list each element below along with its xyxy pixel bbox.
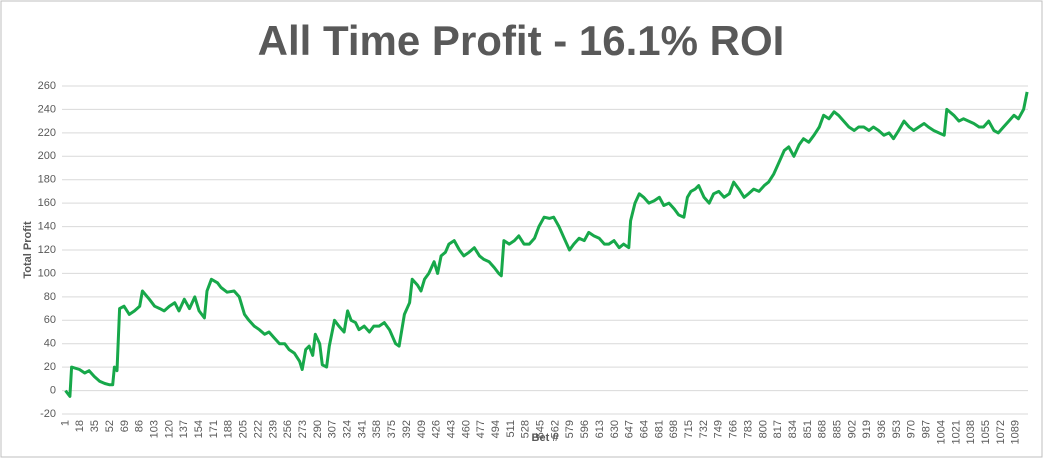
x-tick-label: 579	[564, 420, 576, 438]
x-tick-label: 970	[906, 420, 918, 438]
x-tick-label: 205	[238, 420, 250, 438]
x-tick-label: 1089	[1010, 420, 1022, 444]
x-tick-label: 545	[535, 420, 547, 438]
x-tick-label: 358	[371, 420, 383, 438]
x-tick-label: 52	[104, 420, 116, 432]
y-tick-label: 220	[38, 127, 56, 139]
x-tick-label: 409	[416, 420, 428, 438]
x-tick-label: 290	[312, 420, 324, 438]
x-tick-label: 953	[891, 420, 903, 438]
y-tick-label: 60	[44, 314, 56, 326]
x-tick-label: 120	[163, 420, 175, 438]
x-tick-label: 171	[208, 420, 220, 438]
x-tick-label: 630	[609, 420, 621, 438]
x-tick-label: 375	[386, 420, 398, 438]
x-tick-label: 18	[74, 420, 86, 432]
x-tick-label: 239	[267, 420, 279, 438]
y-tick-label: 200	[38, 150, 56, 162]
y-tick-label: 260	[38, 80, 56, 92]
x-tick-label: 562	[549, 420, 561, 438]
x-tick-label: 715	[683, 420, 695, 438]
x-tick-label: 494	[490, 420, 502, 438]
x-tick-label: 324	[342, 420, 354, 438]
chart-title: All Time Profit - 16.1% ROI	[258, 17, 785, 64]
x-tick-label: 103	[148, 420, 160, 438]
x-tick-label: 426	[431, 420, 443, 438]
x-tick-label: 664	[638, 420, 650, 438]
x-tick-label: 222	[252, 420, 264, 438]
x-tick-label: 749	[713, 420, 725, 438]
x-tick-label: 1038	[965, 420, 977, 444]
x-tick-label: 256	[282, 420, 294, 438]
y-axis-label: Total Profit	[22, 221, 34, 279]
x-tick-label: 885	[832, 420, 844, 438]
y-tick-label: 0	[50, 384, 56, 396]
x-tick-label: 1	[59, 420, 71, 426]
x-tick-label: 460	[460, 420, 472, 438]
y-tick-label: 140	[38, 220, 56, 232]
x-tick-label: 86	[134, 420, 146, 432]
x-tick-label: 834	[787, 420, 799, 438]
y-tick-label: 160	[38, 197, 56, 209]
x-tick-label: 987	[921, 420, 933, 438]
x-tick-label: 511	[505, 420, 517, 438]
x-tick-label: 868	[817, 420, 829, 438]
x-tick-label: 783	[742, 420, 754, 438]
x-tick-label: 732	[698, 420, 710, 438]
x-tick-label: 902	[846, 420, 858, 438]
x-tick-label: 307	[327, 420, 339, 438]
x-tick-label: 766	[728, 420, 740, 438]
x-tick-label: 154	[193, 420, 205, 438]
x-tick-label: 1004	[935, 420, 947, 444]
x-tick-label: 1021	[950, 420, 962, 444]
x-tick-label: 477	[475, 420, 487, 438]
y-tick-label: 120	[38, 244, 56, 256]
x-tick-label: 341	[356, 420, 368, 438]
x-tick-label: 392	[401, 420, 413, 438]
x-tick-label: 528	[520, 420, 532, 438]
x-tick-label: 613	[594, 420, 606, 438]
y-tick-label: 240	[38, 103, 56, 115]
x-tick-label: 647	[624, 420, 636, 438]
x-tick-label: 1055	[980, 420, 992, 444]
x-tick-label: 443	[445, 420, 457, 438]
y-tick-label: -20	[40, 408, 56, 420]
x-tick-label: 681	[653, 420, 665, 438]
y-tick-label: 80	[44, 291, 56, 303]
x-tick-label: 35	[89, 420, 101, 432]
x-tick-label: 851	[802, 420, 814, 438]
y-tick-label: 100	[38, 267, 56, 279]
x-tick-label: 1072	[995, 420, 1007, 444]
y-tick-label: 180	[38, 174, 56, 186]
y-tick-label: 20	[44, 361, 56, 373]
x-tick-label: 596	[579, 420, 591, 438]
x-tick-label: 936	[876, 420, 888, 438]
x-tick-label: 800	[757, 420, 769, 438]
x-axis-label: Bet #	[532, 432, 559, 444]
x-tick-label: 919	[861, 420, 873, 438]
x-tick-label: 698	[668, 420, 680, 438]
data-line	[64, 91, 1029, 398]
y-tick-label: 40	[44, 338, 56, 350]
x-tick-label: 69	[119, 420, 131, 432]
x-tick-label: 188	[223, 420, 235, 438]
x-tick-label: 817	[772, 420, 784, 438]
x-tick-label: 137	[178, 420, 190, 438]
x-tick-label: 273	[297, 420, 309, 438]
